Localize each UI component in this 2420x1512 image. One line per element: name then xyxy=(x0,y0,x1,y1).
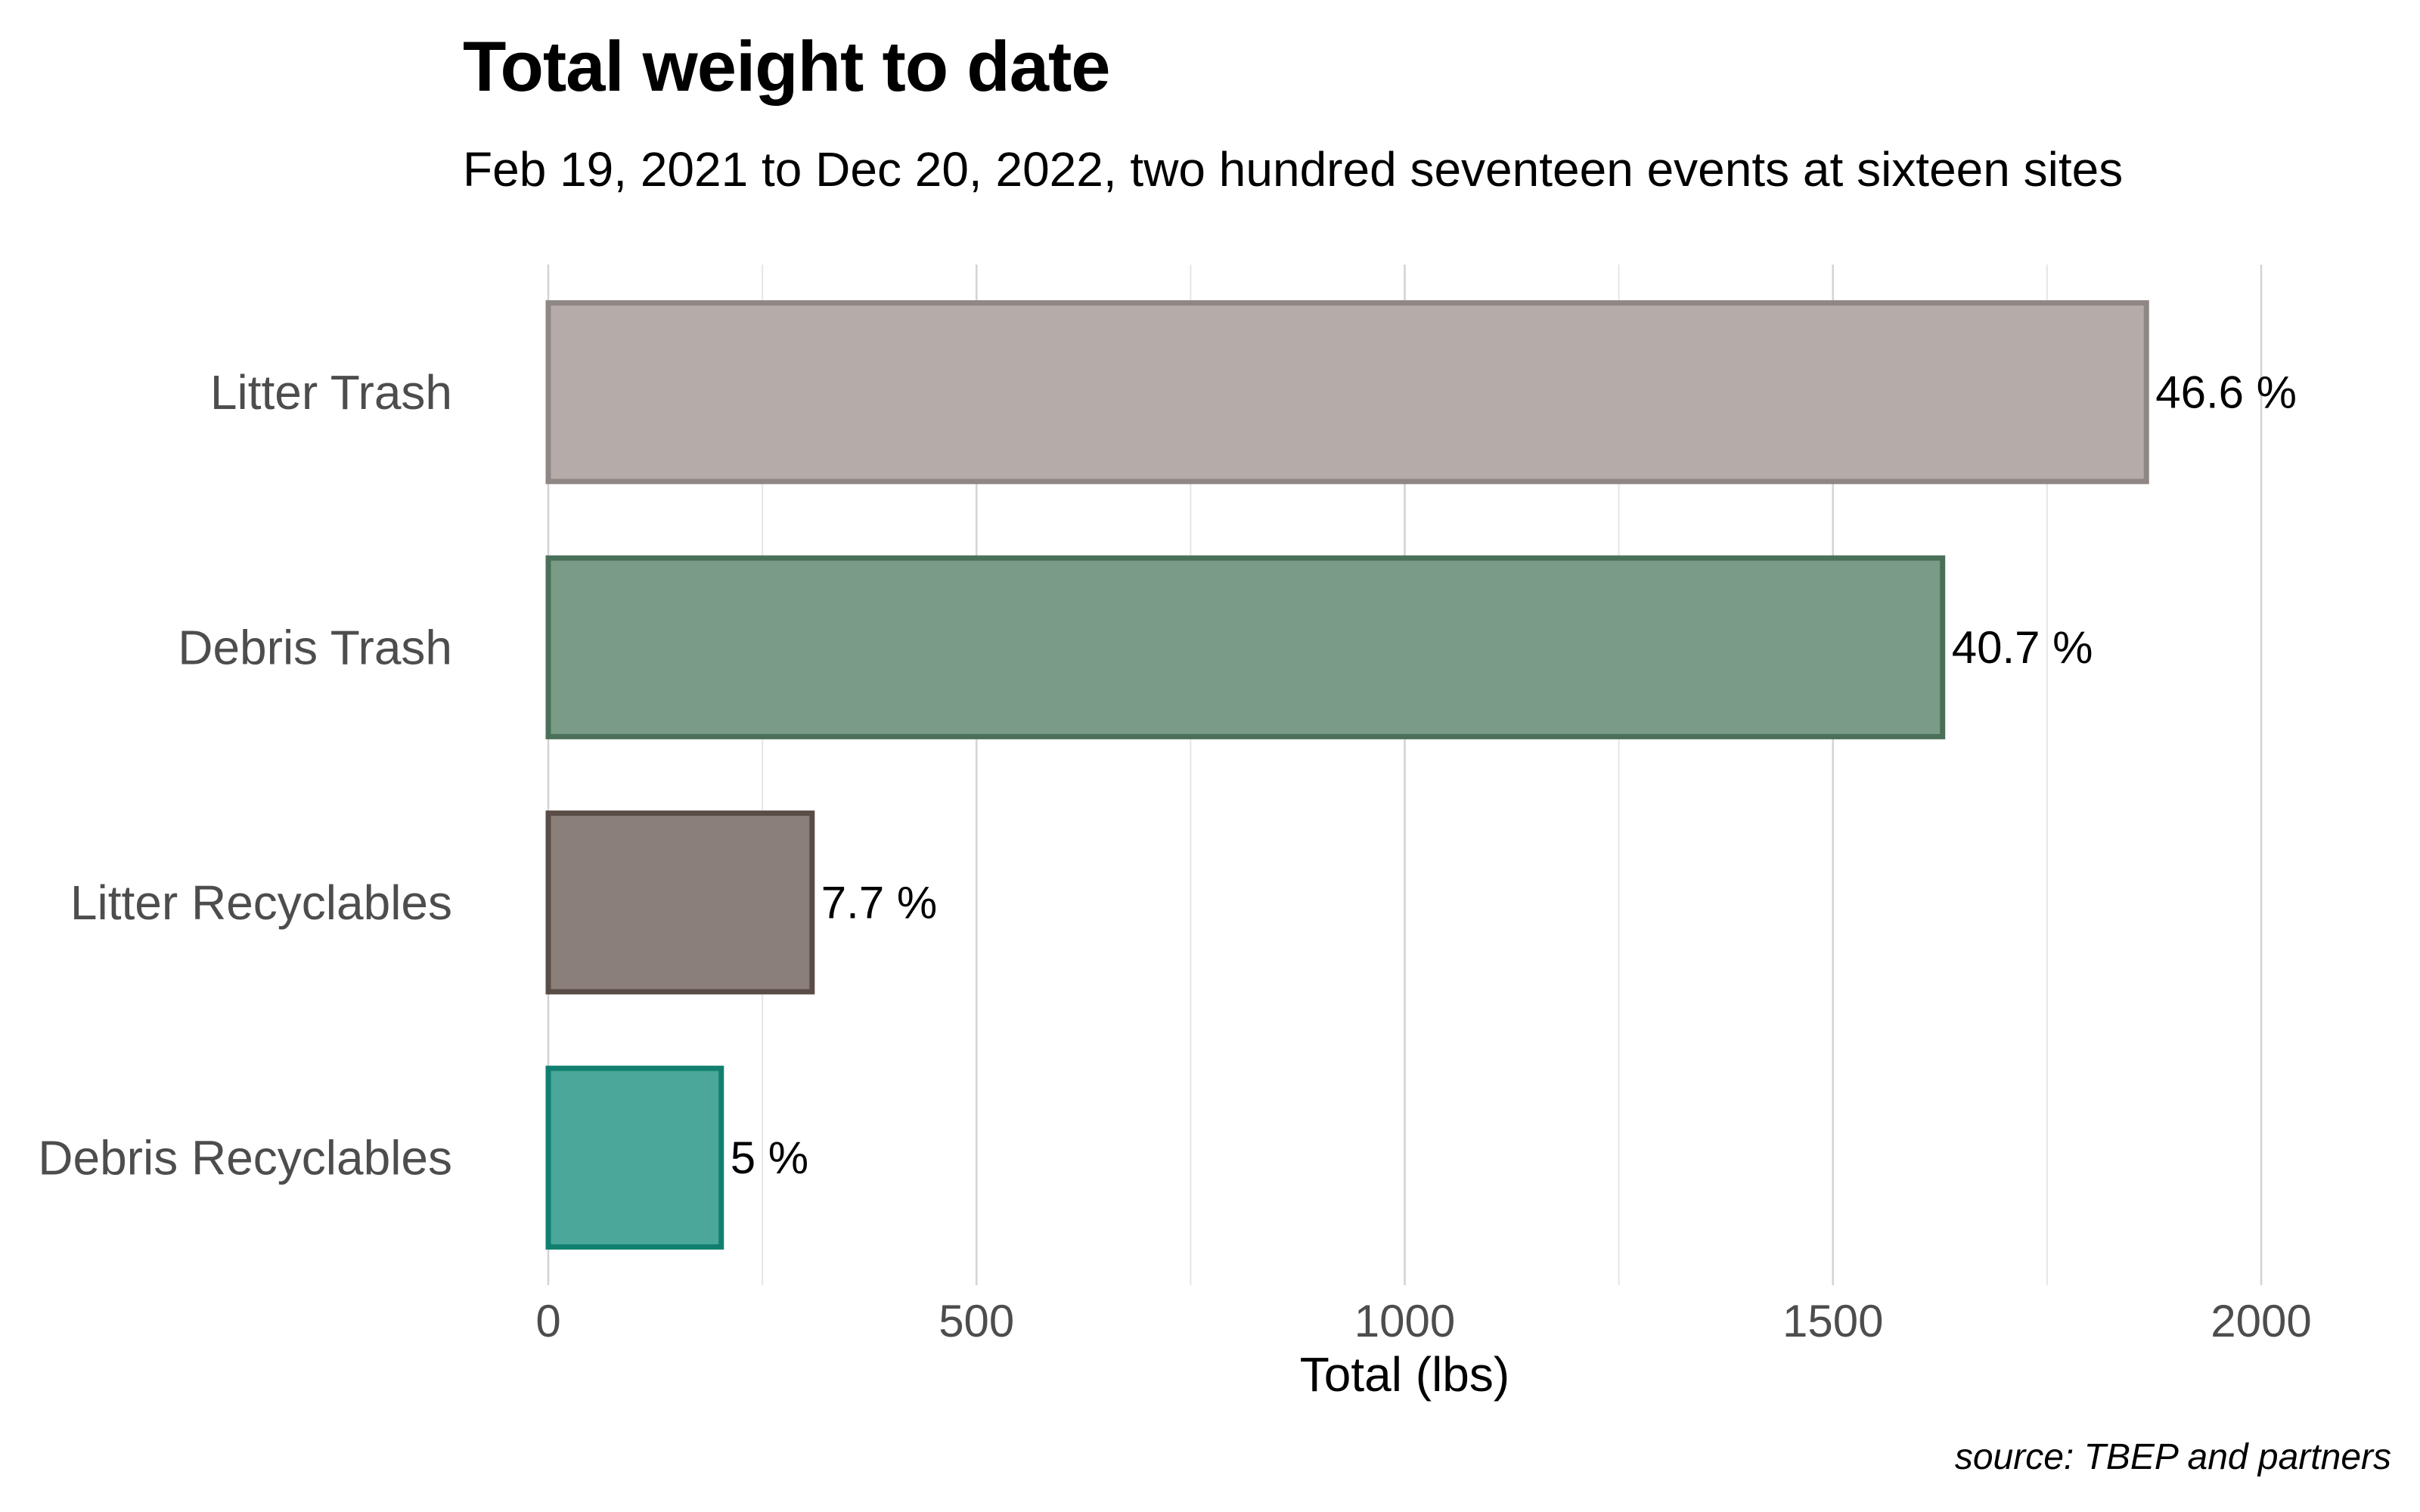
category-label: Debris Recyclables xyxy=(38,1130,452,1185)
data-label: 7.7 % xyxy=(821,877,937,928)
data-label: 5 % xyxy=(731,1132,808,1183)
x-tick-label: 0 xyxy=(535,1296,560,1346)
data-label: 40.7 % xyxy=(1952,622,2093,673)
x-tick-label: 1000 xyxy=(1354,1296,1455,1346)
bar xyxy=(545,1065,724,1250)
x-axis-title: Total (lbs) xyxy=(1300,1347,1509,1402)
data-label: 46.6 % xyxy=(2155,367,2297,417)
chart-subtitle: Feb 19, 2021 to Dec 20, 2022, two hundre… xyxy=(463,142,2124,197)
x-tick-label: 1500 xyxy=(1782,1296,1883,1346)
x-tick-label: 500 xyxy=(939,1296,1014,1346)
category-label: Debris Trash xyxy=(178,620,452,674)
chart-caption: source: TBEP and partners xyxy=(1954,1437,2391,1477)
x-tick-label: 2000 xyxy=(2211,1296,2311,1346)
category-label: Litter Trash xyxy=(210,365,452,420)
bars xyxy=(545,300,2149,1250)
bar xyxy=(545,810,815,995)
labels: 0 500 1000 1500 2000 Total (lbs) Litter Trash 4… xyxy=(38,365,2311,1402)
bar xyxy=(545,555,1946,739)
chart-title: Total weight to date xyxy=(463,26,1111,106)
bar xyxy=(545,300,2149,485)
category-label: Litter Recyclables xyxy=(70,875,452,930)
